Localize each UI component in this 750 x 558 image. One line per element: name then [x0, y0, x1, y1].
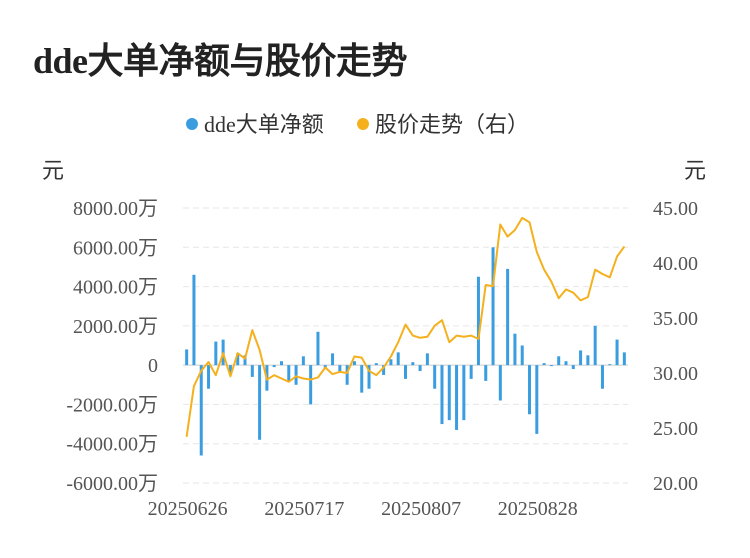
- bar: [228, 365, 232, 375]
- bar: [579, 350, 583, 366]
- bar: [250, 365, 254, 377]
- bar: [214, 341, 218, 366]
- bar-series: [185, 247, 626, 456]
- bar: [455, 365, 459, 430]
- bar: [382, 365, 386, 375]
- right-tick-label: 20.00: [653, 473, 698, 495]
- bar: [185, 349, 189, 366]
- bar: [440, 365, 444, 425]
- left-tick-label: -6000.00万: [66, 473, 158, 495]
- left-tick-label: 2000.00万: [73, 316, 158, 338]
- right-tick-label: 30.00: [653, 363, 698, 385]
- bar: [535, 365, 539, 434]
- legend[interactable]: dde大单净额 股价走势（右）: [186, 112, 529, 137]
- left-tick-label: -2000.00万: [66, 394, 158, 416]
- bar: [360, 365, 364, 393]
- left-tick-label: 4000.00万: [73, 277, 158, 299]
- bar: [316, 331, 320, 366]
- bar: [586, 355, 590, 366]
- bar: [199, 365, 203, 456]
- bar: [476, 276, 480, 366]
- axis-labels: 8000.00万 6000.00万 4000.00万 2000.00万 0 -2000.0…: [66, 198, 698, 520]
- x-tick-label: 20250807: [381, 498, 461, 520]
- bar: [352, 361, 356, 366]
- line-series: [185, 216, 626, 437]
- left-tick-label: -4000.00万: [66, 434, 158, 456]
- bar: [513, 333, 517, 366]
- right-tick-label: 35.00: [653, 308, 698, 330]
- bar: [301, 356, 305, 366]
- bar: [243, 355, 247, 366]
- price-line: [185, 216, 626, 437]
- bar: [462, 365, 466, 421]
- bar: [404, 365, 407, 379]
- right-tick-label: 25.00: [653, 418, 698, 440]
- bar: [396, 352, 400, 366]
- bar: [338, 365, 342, 373]
- left-tick-label: 8000.00万: [73, 198, 158, 220]
- left-axis-unit: 元: [42, 158, 64, 183]
- bar: [287, 365, 291, 381]
- left-tick-label: 6000.00万: [73, 237, 158, 259]
- bar: [418, 365, 422, 372]
- bar: [549, 365, 553, 367]
- bar: [600, 365, 604, 389]
- bar: [615, 339, 619, 366]
- chart-title: dde大单净额与股价走势: [33, 41, 408, 81]
- bar: [374, 363, 378, 366]
- legend-swatch-dde: [186, 118, 198, 130]
- legend-label-dde[interactable]: dde大单净额: [204, 112, 324, 137]
- bar: [236, 353, 240, 366]
- bar: [622, 352, 626, 366]
- bar: [345, 365, 349, 385]
- right-tick-label: 45.00: [653, 198, 698, 220]
- bar: [258, 365, 262, 440]
- bar: [279, 361, 283, 366]
- bar: [433, 365, 437, 389]
- bar: [389, 359, 393, 366]
- bar: [294, 365, 298, 385]
- bar: [411, 362, 415, 366]
- bar: [425, 353, 429, 366]
- grid: [183, 207, 628, 484]
- bar: [557, 356, 561, 366]
- bar: [520, 345, 524, 366]
- bar: [331, 353, 335, 366]
- bar: [542, 363, 546, 366]
- left-tick-label: 0: [148, 355, 158, 377]
- bar: [593, 325, 597, 366]
- bar: [309, 365, 313, 405]
- bar: [608, 364, 612, 366]
- x-tick-label: 20250626: [148, 498, 228, 520]
- right-axis-unit: 元: [684, 158, 706, 183]
- bar: [447, 365, 451, 421]
- x-tick-label: 20250717: [264, 498, 344, 520]
- bar: [192, 274, 196, 366]
- legend-swatch-price: [357, 118, 369, 130]
- bar: [571, 365, 575, 370]
- bar: [469, 365, 473, 379]
- right-tick-label: 40.00: [653, 253, 698, 275]
- bar: [564, 361, 568, 366]
- bar: [484, 365, 488, 381]
- bar: [207, 365, 211, 389]
- legend-label-price[interactable]: 股价走势（右）: [375, 112, 529, 137]
- bar: [528, 365, 532, 415]
- bar: [506, 268, 510, 366]
- bar: [491, 247, 495, 366]
- bar: [498, 365, 502, 401]
- bar: [272, 365, 276, 368]
- bar: [367, 365, 371, 389]
- x-tick-label: 20250828: [498, 498, 578, 520]
